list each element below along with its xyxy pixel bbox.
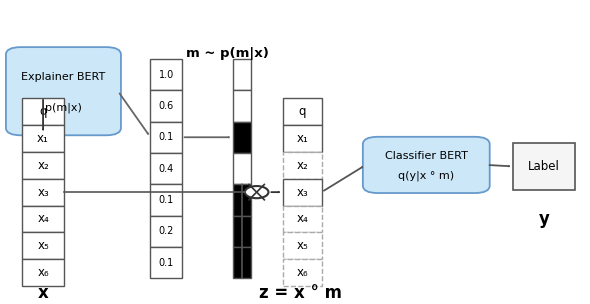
Text: p(m|x): p(m|x) [45,103,82,113]
Bar [513,143,575,190]
Text: x₆: x₆ [37,266,49,279]
Text: y: y [539,210,550,228]
Bar [233,184,251,216]
FancyBboxPatch shape [6,47,121,135]
Bar [283,98,322,125]
Bar [22,259,64,286]
Bar [283,152,322,179]
Bar [233,90,251,122]
Bar [233,216,251,247]
Bar [22,152,64,179]
Text: m ~ p(m|x): m ~ p(m|x) [186,47,268,60]
Bar [283,206,322,232]
Text: x: x [38,284,48,302]
Text: x₆: x₆ [297,266,308,279]
Bar [22,125,64,152]
Text: 0.6: 0.6 [159,101,173,111]
Text: 0.4: 0.4 [159,164,173,174]
Circle shape [245,186,268,198]
Text: x₄: x₄ [297,212,308,225]
Bar [22,232,64,259]
Text: z = x ° m: z = x ° m [260,284,342,302]
Bar [150,90,182,122]
Bar [150,59,182,90]
Text: Label: Label [528,160,560,173]
Text: Explainer BERT: Explainer BERT [21,72,106,82]
Text: x₃: x₃ [37,186,49,199]
Text: 0.2: 0.2 [158,226,174,236]
Bar [150,122,182,153]
Text: Classifier BERT: Classifier BERT [385,151,468,161]
Bar [22,98,64,125]
Text: x₅: x₅ [37,239,49,252]
Bar [150,247,182,278]
Text: x₁: x₁ [296,132,309,145]
Text: q: q [299,105,306,118]
Text: q: q [40,105,47,118]
Bar [283,232,322,259]
Bar [233,153,251,184]
Text: x₂: x₂ [297,159,308,172]
FancyBboxPatch shape [363,137,490,193]
Bar [150,184,182,216]
Bar [22,206,64,232]
Text: 0.1: 0.1 [159,132,173,142]
Bar [233,122,251,153]
Text: x₂: x₂ [37,159,49,172]
Text: x₃: x₃ [297,186,308,199]
Bar [283,125,322,152]
Bar [22,179,64,206]
Text: q(y|x ° m): q(y|x ° m) [398,170,454,181]
Bar [150,216,182,247]
Text: 0.1: 0.1 [159,257,173,268]
Bar [233,59,251,90]
Text: 0.1: 0.1 [159,195,173,205]
Bar [283,179,322,206]
Text: x₁: x₁ [37,132,49,145]
Bar [283,259,322,286]
Text: 1.0: 1.0 [159,70,173,80]
Text: x₅: x₅ [297,239,308,252]
Bar [233,247,251,278]
Bar [150,153,182,184]
Text: x₄: x₄ [37,212,49,225]
